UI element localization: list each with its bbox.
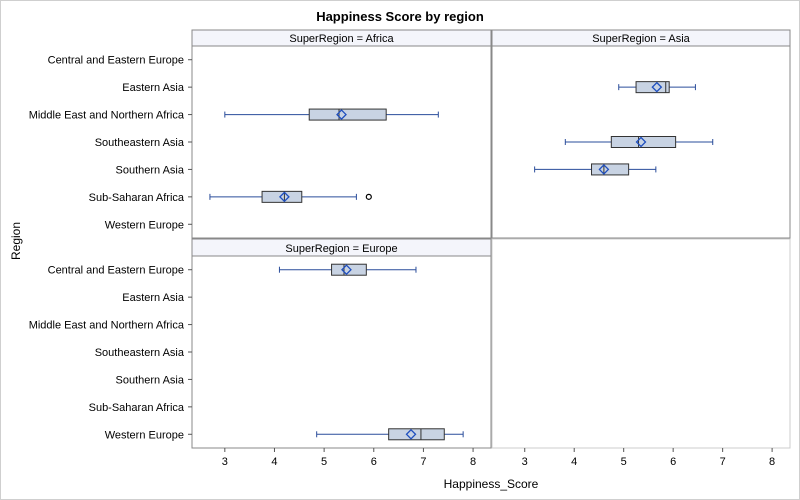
mean-marker [341, 264, 352, 276]
y-tick-label: Middle East and Northern Africa [29, 110, 185, 122]
box-eastern-asia [618, 81, 696, 94]
mean-marker [336, 109, 347, 120]
y-tick-label: Southern Asia [116, 164, 185, 176]
x-tick-label: 3 [222, 456, 228, 468]
panel-frame [191, 255, 492, 449]
y-tick-label: Southeastern Asia [95, 347, 185, 359]
y-axis-label: Region [9, 222, 23, 260]
x-tick-label: 7 [720, 456, 726, 468]
box-iqr [610, 136, 677, 148]
box-western-europe [316, 428, 464, 441]
x-tick-label: 5 [621, 456, 627, 468]
box-iqr [261, 190, 303, 203]
y-tick-label: Sub-Saharan Africa [89, 192, 185, 204]
y-tick-label: Western Europe [105, 219, 184, 231]
mean-marker [405, 428, 417, 440]
panel-europe: SuperRegion = Europe [191, 238, 492, 449]
x-tick-label: 6 [371, 456, 377, 468]
mean-marker [278, 191, 290, 203]
outlier-point [365, 193, 372, 200]
mean-marker [651, 81, 663, 93]
y-tick-label: Central and Eastern Europe [48, 265, 184, 277]
box-southeastern-asia [564, 136, 714, 148]
x-tick-label: 7 [420, 456, 426, 468]
y-tick-label: Central and Eastern Europe [48, 55, 184, 67]
panel-strip-label: SuperRegion = Europe [285, 243, 397, 255]
x-tick-label: 5 [321, 456, 327, 468]
x-tick-label: 8 [769, 456, 775, 468]
box-iqr [331, 263, 367, 276]
x-axis-label: Happiness_Score [444, 477, 539, 491]
box-middle-east-and-northern-africa [224, 108, 439, 121]
box-iqr [308, 108, 387, 121]
mean-marker [598, 164, 610, 175]
box-iqr [388, 428, 445, 441]
y-tick-label: Southeastern Asia [95, 137, 185, 149]
mean-marker [635, 136, 647, 148]
panel-strip-label: SuperRegion = Africa [289, 33, 394, 45]
x-tick-label: 6 [670, 456, 676, 468]
box-central-and-eastern-europe [278, 263, 417, 276]
panel-africa: SuperRegion = Africa [191, 29, 492, 239]
x-tick-label: 3 [522, 456, 528, 468]
y-tick-label: Sub-Saharan Africa [89, 402, 185, 414]
box-sub-saharan-africa [209, 190, 372, 203]
y-tick-label: Eastern Asia [122, 292, 185, 304]
box-iqr [591, 163, 630, 176]
plot-layer: SuperRegion = Africa SuperRegion = Asia Su… [29, 29, 791, 468]
x-tick-label: 8 [470, 456, 476, 468]
y-tick-label: Southern Asia [116, 374, 185, 386]
empty-panel [491, 238, 791, 449]
y-tick-label: Western Europe [105, 429, 184, 441]
y-tick-label: Eastern Asia [122, 82, 185, 94]
x-tick-label: 4 [271, 456, 277, 468]
y-tick-label: Middle East and Northern Africa [29, 320, 185, 332]
chart-title: Happiness Score by region [316, 9, 484, 24]
panel-frame [191, 45, 492, 239]
panel-strip-label: SuperRegion = Asia [592, 33, 690, 45]
x-tick-label: 4 [571, 456, 577, 468]
box-southern-asia [534, 163, 657, 176]
panel-asia: SuperRegion = Asia [491, 29, 791, 239]
